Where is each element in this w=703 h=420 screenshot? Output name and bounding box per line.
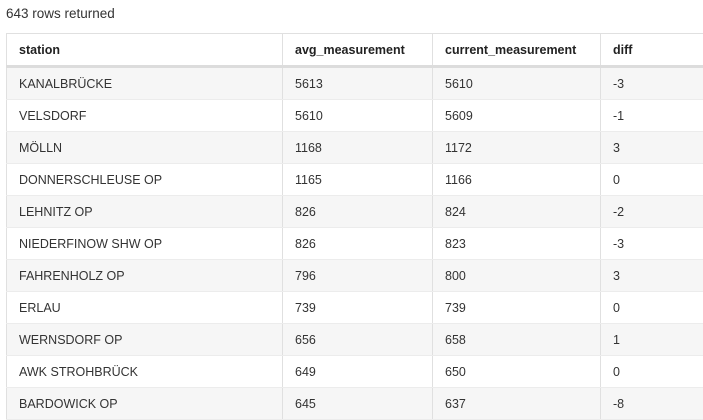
cell-current-measurement: 5609 <box>433 100 601 132</box>
cell-diff: 0 <box>601 164 703 196</box>
cell-avg-measurement: 5610 <box>283 100 433 132</box>
cell-avg-measurement: 739 <box>283 292 433 324</box>
cell-current-measurement: 5610 <box>433 67 601 100</box>
cell-station: DONNERSCHLEUSE OP <box>7 164 283 196</box>
cell-avg-measurement: 649 <box>283 356 433 388</box>
cell-avg-measurement: 826 <box>283 196 433 228</box>
rows-returned-count: 643 rows returned <box>6 6 115 21</box>
cell-current-measurement: 658 <box>433 324 601 356</box>
cell-station: AWK STROHBRÜCK <box>7 356 283 388</box>
cell-avg-measurement: 1165 <box>283 164 433 196</box>
cell-diff: -8 <box>601 388 703 420</box>
cell-station: NIEDERFINOW SHW OP <box>7 228 283 260</box>
cell-current-measurement: 824 <box>433 196 601 228</box>
cell-avg-measurement: 826 <box>283 228 433 260</box>
cell-current-measurement: 823 <box>433 228 601 260</box>
cell-avg-measurement: 796 <box>283 260 433 292</box>
cell-current-measurement: 800 <box>433 260 601 292</box>
column-header-avg-measurement[interactable]: avg_measurement <box>283 34 433 67</box>
cell-diff: 0 <box>601 356 703 388</box>
cell-station: BARDOWICK OP <box>7 388 283 420</box>
cell-diff: 3 <box>601 132 703 164</box>
column-header-current-measurement[interactable]: current_measurement <box>433 34 601 67</box>
column-header-diff[interactable]: diff <box>601 34 703 67</box>
cell-station: WERNSDORF OP <box>7 324 283 356</box>
cell-station: ERLAU <box>7 292 283 324</box>
cell-avg-measurement: 5613 <box>283 67 433 100</box>
cell-avg-measurement: 656 <box>283 324 433 356</box>
cell-diff: -2 <box>601 196 703 228</box>
cell-station: KANALBRÜCKE <box>7 67 283 100</box>
cell-current-measurement: 1172 <box>433 132 601 164</box>
cell-current-measurement: 637 <box>433 388 601 420</box>
cell-station: MÖLLN <box>7 132 283 164</box>
cell-current-measurement: 1166 <box>433 164 601 196</box>
cell-diff: 0 <box>601 292 703 324</box>
cell-diff: -3 <box>601 228 703 260</box>
cell-station: FAHRENHOLZ OP <box>7 260 283 292</box>
cell-station: LEHNITZ OP <box>7 196 283 228</box>
cell-diff: 3 <box>601 260 703 292</box>
cell-avg-measurement: 1168 <box>283 132 433 164</box>
cell-avg-measurement: 645 <box>283 388 433 420</box>
cell-diff: -1 <box>601 100 703 132</box>
cell-diff: 1 <box>601 324 703 356</box>
column-header-station[interactable]: station <box>7 34 283 67</box>
cell-current-measurement: 650 <box>433 356 601 388</box>
cell-station: VELSDORF <box>7 100 283 132</box>
cell-diff: -3 <box>601 67 703 100</box>
cell-current-measurement: 739 <box>433 292 601 324</box>
